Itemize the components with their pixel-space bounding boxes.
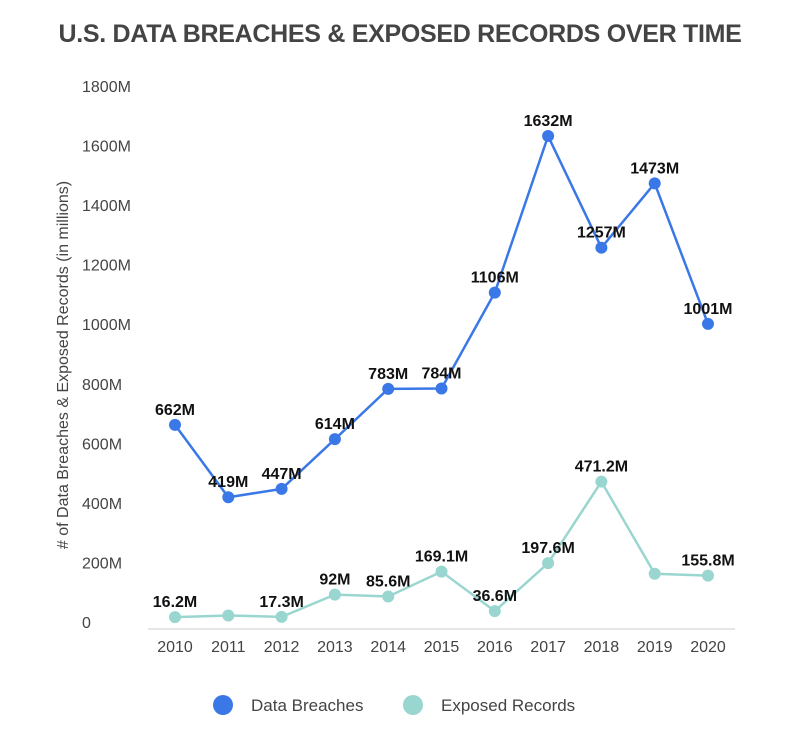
data-label: 197.6M: [521, 540, 574, 557]
data-label: 1632M: [524, 113, 573, 130]
y-tick-label: 200M: [82, 555, 122, 572]
data-point: [702, 317, 714, 330]
data-label: 783M: [368, 366, 408, 383]
data-point: [169, 611, 181, 624]
y-tick-label: 1600M: [82, 139, 131, 156]
x-tick-label: 2015: [424, 639, 460, 656]
data-label: 92M: [319, 572, 350, 589]
data-point: [542, 130, 555, 143]
x-tick-label: 2012: [264, 639, 300, 656]
data-label: 471.2M: [575, 459, 628, 476]
y-tick-label: 800M: [82, 377, 122, 394]
y-tick-label: 400M: [82, 496, 122, 513]
data-point: [702, 569, 714, 582]
data-point: [169, 418, 181, 431]
x-tick-label: 2020: [690, 639, 726, 656]
x-tick-label: 2018: [584, 639, 620, 656]
y-tick-label: 1200M: [82, 258, 131, 275]
y-tick-label: 1000M: [82, 317, 131, 334]
legend-marker: [403, 695, 423, 715]
data-point: [382, 382, 395, 395]
data-point: [595, 475, 608, 488]
data-label: 16.2M: [153, 594, 197, 611]
data-point: [382, 590, 395, 603]
x-tick-label: 2016: [477, 639, 513, 656]
data-label: 36.6M: [473, 588, 517, 605]
legend-label: Data Breaches: [251, 696, 363, 715]
data-point: [275, 610, 288, 623]
chart-title: U.S. DATA BREACHES & EXPOSED RECORDS OVE…: [58, 20, 742, 48]
data-label: 1106M: [471, 270, 519, 287]
data-label: 447M: [262, 466, 302, 483]
data-label: 155.8M: [681, 553, 734, 570]
data-point: [488, 605, 501, 618]
x-tick-label: 2010: [157, 639, 193, 656]
data-point: [222, 491, 235, 504]
data-point: [435, 382, 448, 395]
data-point: [328, 588, 341, 601]
data-label: 1257M: [577, 225, 626, 242]
x-tick-label: 2019: [637, 639, 673, 656]
series-line-data-breaches: [173, 132, 710, 499]
data-point: [488, 286, 501, 299]
data-label: 614M: [315, 416, 355, 433]
data-point: [542, 557, 555, 570]
y-axis-label: # of Data Breaches & Exposed Records (in…: [55, 181, 72, 549]
data-point: [595, 241, 608, 254]
x-tick-label: 2011: [211, 639, 246, 656]
x-tick-label: 2017: [530, 639, 566, 656]
legend-label: Exposed Records: [441, 696, 575, 715]
data-point: [328, 433, 341, 446]
y-tick-label: 600M: [82, 436, 122, 453]
x-tick-label: 2014: [370, 639, 406, 656]
data-label: 169.1M: [415, 549, 468, 566]
data-label: 17.3M: [259, 594, 303, 611]
data-point: [222, 609, 235, 622]
data-label: 419M: [208, 474, 248, 491]
data-label: 1473M: [630, 160, 679, 177]
data-label: 1001M: [684, 301, 733, 318]
data-point: [648, 177, 661, 190]
y-tick-label: 1400M: [82, 198, 131, 215]
data-label: 85.6M: [366, 574, 410, 591]
x-tick-label: 2013: [317, 639, 353, 656]
data-label: 784M: [421, 366, 461, 383]
y-tick-label: 0: [82, 615, 91, 632]
data-label: 662M: [155, 402, 195, 419]
data-point: [648, 567, 661, 580]
data-point: [435, 565, 448, 578]
data-point: [275, 482, 288, 495]
legend-marker: [213, 695, 233, 715]
y-tick-label: 1800M: [82, 79, 131, 96]
